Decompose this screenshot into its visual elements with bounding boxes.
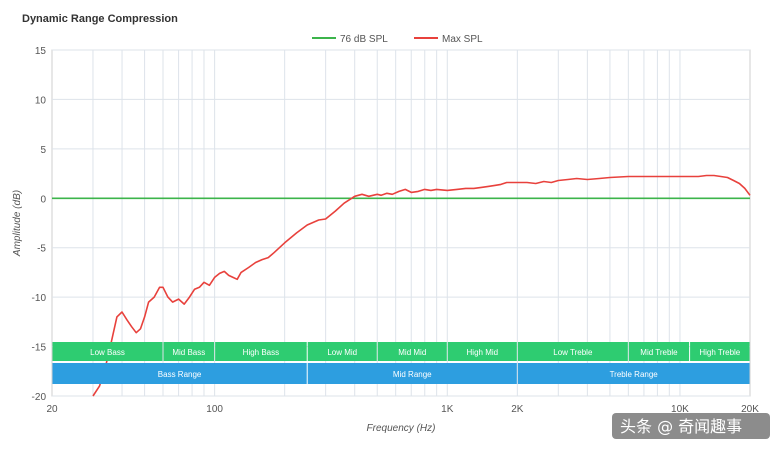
band-sub-range [52,342,163,361]
y-tick-label: -5 [37,244,46,255]
band-main-range [307,363,517,384]
frequency-range-bands: Low Bass Mid Bass High Bass Low Mid Mid Mid H… [52,342,750,384]
band-sub-range [447,342,517,361]
band-main-range-label: Mid Range [393,370,432,379]
y-tick-label: 5 [40,145,46,156]
band-sub-range [215,342,307,361]
band-main-range-label: Bass Range [158,370,202,379]
band-sub-range-label: High Bass [243,348,279,357]
x-tick-label: 20 [46,404,58,415]
y-axis-label: Amplitude (dB) [12,190,23,257]
x-tick-label: 1K [441,404,454,415]
y-tick-label: 15 [35,46,47,57]
series-line-max-spl [92,174,751,397]
x-axis-ticks: 20 100 1K 2K 10K 20K [46,404,759,415]
band-sub-range [517,342,628,361]
series-lines [52,174,751,397]
band-sub-range-label: Low Bass [90,348,125,357]
grid [52,49,750,397]
band-sub-range [163,342,215,361]
legend-label-max-spl: Max SPL [442,34,483,45]
band-sub-range [628,342,690,361]
y-tick-label: 0 [40,194,46,205]
y-tick-label: -10 [32,293,47,304]
x-tick-label: 20K [741,404,759,415]
chart-title: Dynamic Range Compression [22,13,178,25]
band-main-range-label: Treble Range [610,370,659,379]
band-main-range [52,363,307,384]
y-tick-label: 10 [35,95,47,106]
band-sub-range [307,342,377,361]
band-sub-range-label: Mid Treble [640,348,678,357]
y-tick-label: -15 [32,343,47,354]
y-tick-label: -20 [32,392,47,403]
band-sub-range-label: High Treble [699,348,740,357]
x-tick-label: 2K [511,404,524,415]
band-sub-range-label: Mid Mid [398,348,426,357]
band-sub-range [690,342,750,361]
band-sub-range-label: Mid Bass [172,348,205,357]
band-main-range [517,363,750,384]
legend-label-76db: 76 dB SPL [340,34,388,45]
x-axis-label: Frequency (Hz) [367,423,436,434]
band-sub-range-label: High Mid [467,348,499,357]
band-sub-range [377,342,447,361]
x-tick-label: 100 [206,404,223,415]
x-tick-label: 10K [671,404,689,415]
watermark: 头条 @ 奇闻趣事 [620,417,742,436]
y-axis-ticks: 15 10 5 0 -5 -10 -15 -20 [32,46,47,403]
legend: 76 dB SPL Max SPL [312,34,483,45]
watermark-backdrop [612,413,770,439]
band-sub-range-label: Low Treble [553,348,593,357]
band-sub-range-label: Low Mid [327,348,357,357]
